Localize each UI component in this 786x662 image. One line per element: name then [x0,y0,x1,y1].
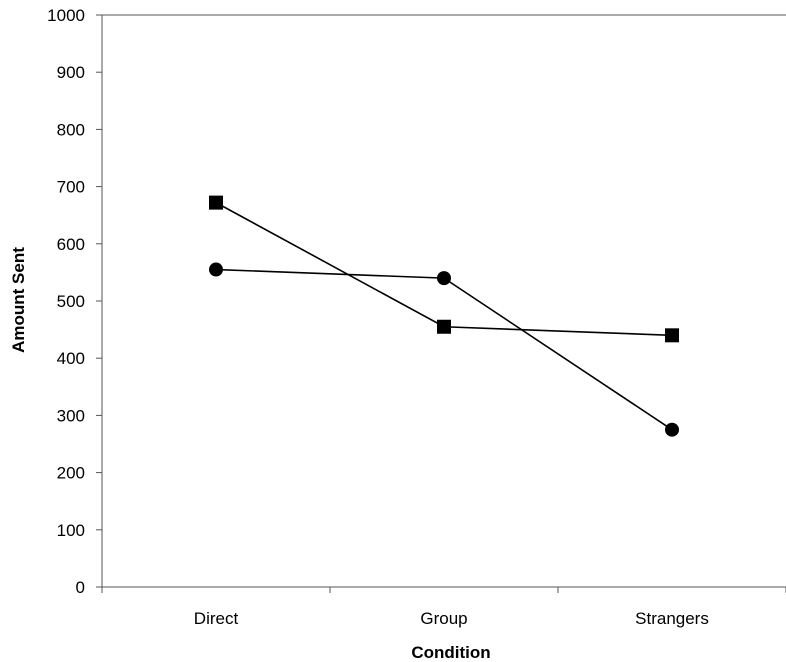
x-axis-title: Condition [411,643,490,662]
circle-marker [665,422,679,437]
x-tick-label: Group [420,609,467,628]
y-tick-label: 800 [57,120,85,139]
x-tick-label: Strangers [635,609,709,628]
series-line [215,268,673,431]
y-tick-label: 200 [57,464,85,483]
y-tick-label: 300 [57,406,85,425]
series-1 [209,195,679,343]
square-marker [209,195,223,210]
x-axis: Direct Group Strangers [101,586,786,628]
square-marker [437,319,451,334]
series-layer [209,195,679,437]
square-marker [665,328,679,343]
y-axis-title: Amount Sent [9,247,28,353]
x-tick-label: Direct [194,609,239,628]
y-tick-label: 700 [57,178,85,197]
y-tick-label: 400 [57,349,85,368]
y-tick-label: 0 [76,578,85,597]
y-axis: 0 100 200 300 400 500 600 700 800 900 1000 [47,6,786,597]
circle-marker [437,271,451,286]
circle-marker [209,262,223,277]
y-tick-label: 1000 [47,6,85,25]
y-tick-label: 600 [57,235,85,254]
y-tick-label: 500 [57,292,85,311]
series-2 [209,262,679,437]
y-tick-label: 900 [57,63,85,82]
series-line [215,201,673,337]
y-tick-label: 100 [57,521,85,540]
